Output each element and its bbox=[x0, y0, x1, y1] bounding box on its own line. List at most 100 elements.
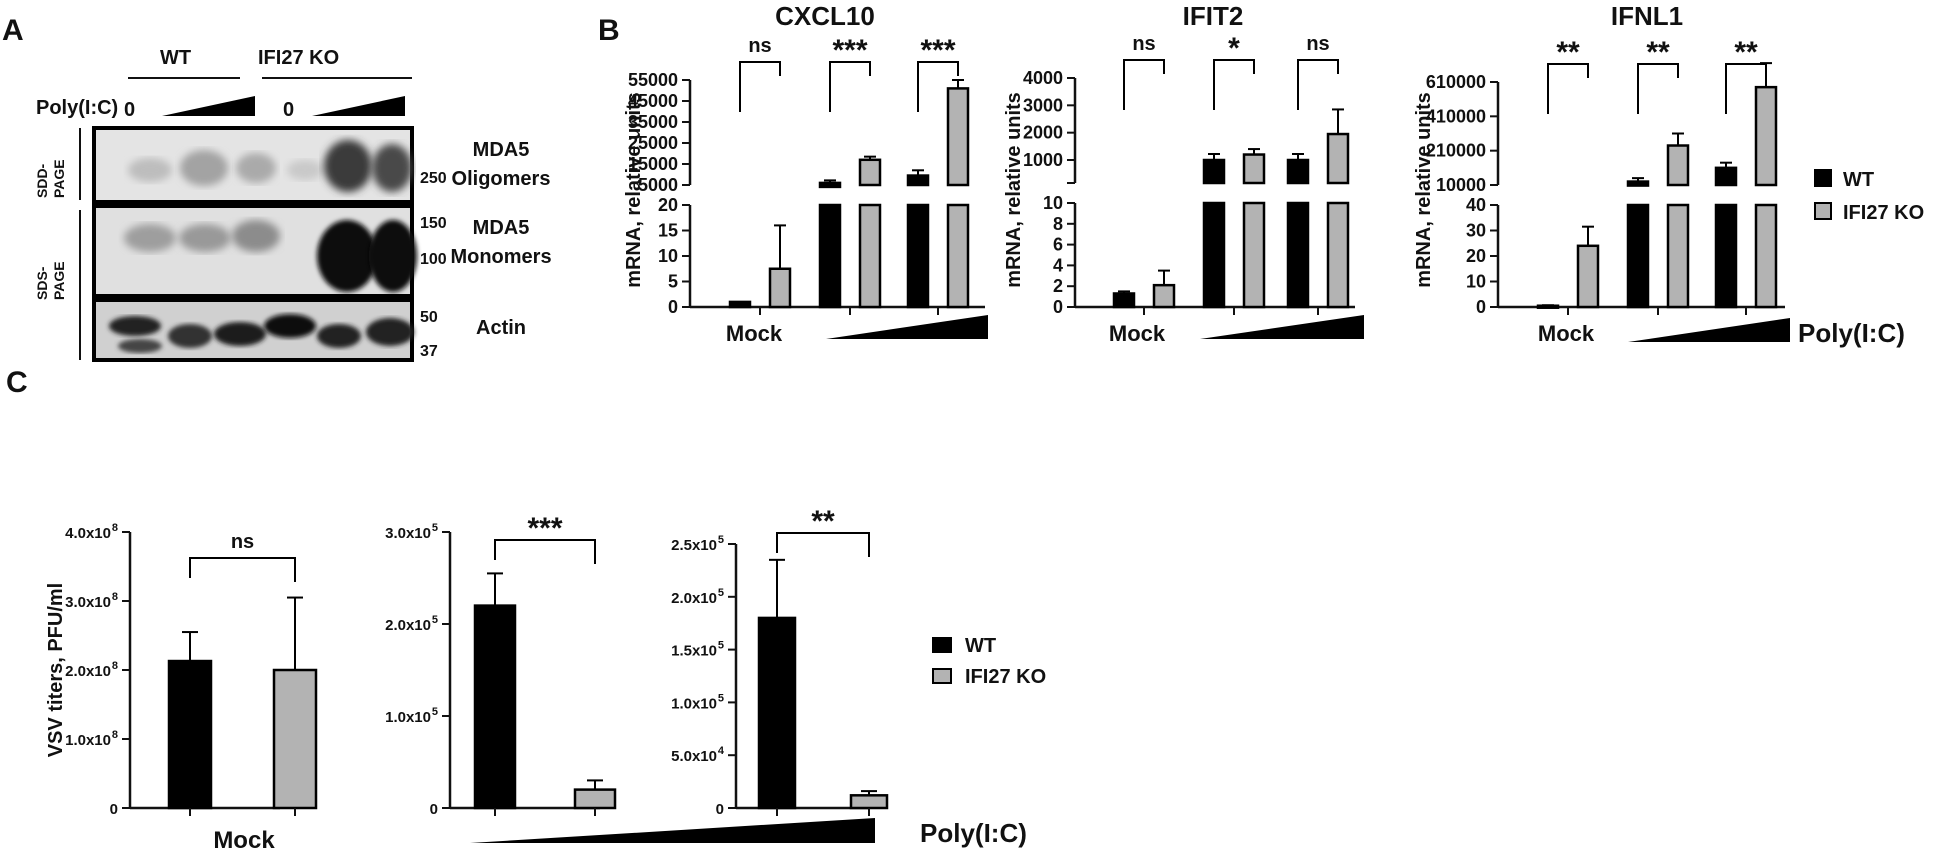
sdd-text: SDD- bbox=[34, 163, 50, 198]
ifit2-bar-0-0 bbox=[1112, 292, 1136, 309]
group-label-ko: IFI27 KO bbox=[258, 47, 339, 69]
ifnl1-ytick-up-label-1: 210000 bbox=[1426, 141, 1486, 161]
gel-label-sds: SDS- PAGE bbox=[34, 261, 67, 300]
chart-vsv-poly-low: 01.0x10 52.0x10 53.0x10 5 *** bbox=[385, 512, 617, 818]
legend-c-wt-swatch bbox=[932, 637, 952, 653]
dose-zero-ko: 0 bbox=[283, 99, 294, 121]
ifit2-bar-0-2 bbox=[1286, 158, 1310, 185]
ifit2-ytick-up-label-1: 2000 bbox=[1023, 123, 1063, 143]
cxcl10-ytick-up-label-1: 15000 bbox=[628, 154, 678, 174]
vsv_poly2-ytick-exp-5: 5 bbox=[718, 534, 724, 546]
ifit2-ytick-low-label-4: 8 bbox=[1053, 214, 1063, 234]
vsv_mock-ylabel: VSV titers, PFU/ml bbox=[45, 583, 67, 758]
vsv_poly1-ytick-exp-2: 5 bbox=[432, 614, 438, 626]
ifit2-bar-0-1-lower bbox=[1202, 201, 1226, 309]
ifnl1-ytick-up-label-3: 610000 bbox=[1426, 72, 1486, 92]
mock-label-cxcl10: Mock bbox=[726, 321, 783, 346]
cxcl10-ytick-low-label-1: 5 bbox=[668, 272, 678, 292]
cxcl10-bar-1-0 bbox=[768, 267, 792, 309]
vsv_mock-sig-bracket bbox=[189, 557, 296, 582]
ifit2-title: IFIT2 bbox=[1183, 1, 1244, 31]
cxcl10-ytick-low-label-4: 20 bbox=[658, 195, 678, 215]
ifit2-bar-1-1 bbox=[1242, 153, 1266, 185]
panel-a-blot: WT IFI27 KO Poly(I:C) 0 0 SDD- PAGE SDS-… bbox=[34, 47, 552, 362]
ifit2-sig-label-0: ns bbox=[1132, 33, 1155, 55]
band-label-oligomers-2: Oligomers bbox=[452, 168, 551, 190]
cxcl10-bar-1-1 bbox=[858, 158, 882, 187]
cxcl10-bar-0-2-lower bbox=[906, 203, 930, 309]
chart-cxcl10: CXCL10 mRNA, relative units 0 5 10 15 20500015… bbox=[623, 1, 985, 317]
mock-label-ifnl1: Mock bbox=[1538, 321, 1595, 346]
legend-c-ko-swatch bbox=[932, 668, 952, 684]
vsv_mock-bar-0 bbox=[167, 659, 213, 810]
poly-wedge-cxcl10 bbox=[826, 315, 988, 339]
cxcl10-ytick-low-label-2: 10 bbox=[658, 246, 678, 266]
cxcl10-bar-1-1-lower bbox=[858, 203, 882, 309]
cxcl10-ytick-up-label-5: 55000 bbox=[628, 70, 678, 90]
gel-label-sdd-line1: SDD- bbox=[34, 163, 50, 198]
blot-actin bbox=[92, 298, 414, 362]
ifit2-sig-label-1: * bbox=[1228, 32, 1240, 65]
ifnl1-bar-1-1-lower bbox=[1666, 203, 1690, 309]
vsv_mock-ytick-label-1: 1.0x10 bbox=[65, 732, 111, 749]
cxcl10-bar-1-2 bbox=[946, 87, 970, 187]
ifit2-ytick-low-label-0: 0 bbox=[1053, 297, 1063, 317]
ifit2-sig-label-2: ns bbox=[1306, 33, 1329, 55]
cxcl10-sig-bracket-1 bbox=[829, 61, 871, 112]
gel-label-sds-line1: SDS- bbox=[34, 266, 50, 300]
vsv_poly2-bar-0 bbox=[757, 616, 797, 810]
cxcl10-sig-label-1: *** bbox=[832, 34, 867, 67]
vsv_poly2-ytick-label-0: 0 bbox=[716, 801, 724, 818]
panel-letter-c: C bbox=[6, 366, 28, 399]
legend-b-wt-label: WT bbox=[1843, 169, 1874, 191]
vsv_poly2-ytick-label-5: 2.5x10 bbox=[671, 537, 717, 554]
ifnl1-ytick-low-label-1: 10 bbox=[1466, 272, 1486, 292]
ifit2-ylabel: mRNA, relative units bbox=[1003, 92, 1025, 288]
gel-label-sds-line2: PAGE bbox=[51, 261, 67, 300]
cxcl10-bar-1-2-lower bbox=[946, 203, 970, 309]
vsv_poly2-ytick-label-3: 1.5x10 bbox=[671, 643, 717, 660]
ifit2-ytick-up-label-0: 1000 bbox=[1023, 150, 1063, 170]
poly-wedge-ifit2 bbox=[1200, 315, 1364, 339]
ifit2-ytick-low-label-1: 2 bbox=[1053, 276, 1063, 296]
vsv_poly2-sig-bracket bbox=[776, 532, 870, 557]
group-label-wt: WT bbox=[160, 47, 191, 69]
vsv_poly2-ytick-exp-4: 5 bbox=[718, 587, 724, 599]
ifit2-sig-bracket-2 bbox=[1297, 59, 1339, 110]
vsv_mock-ytick-exp-2: 8 bbox=[112, 660, 118, 672]
cxcl10-bar-0-2 bbox=[906, 174, 930, 187]
vsv_mock-bar-1 bbox=[272, 668, 318, 810]
ifnl1-bar-0-1 bbox=[1626, 180, 1650, 187]
vsv_poly1-ytick-label-1: 1.0x10 bbox=[385, 709, 431, 726]
cxcl10-ytick-low-label-0: 0 bbox=[668, 297, 678, 317]
legend-b-ko-label: IFI27 KO bbox=[1843, 202, 1924, 224]
marker-37: 37 bbox=[420, 343, 438, 360]
blot-monomers bbox=[92, 204, 417, 298]
vsv_mock-ytick-label-2: 2.0x10 bbox=[65, 663, 111, 680]
vsv_poly1-ytick-exp-3: 5 bbox=[432, 522, 438, 534]
marker-250: 250 bbox=[420, 170, 447, 187]
cxcl10-sig-bracket-0 bbox=[739, 61, 781, 112]
cxcl10-bar-0-1 bbox=[818, 181, 842, 189]
panel-letter-a: A bbox=[2, 14, 24, 47]
vsv_poly1-ytick-label-2: 2.0x10 bbox=[385, 617, 431, 634]
gel-label-sdd-line2: PAGE bbox=[51, 159, 67, 198]
vsv_mock-ytick-label-4: 4.0x10 bbox=[65, 525, 111, 542]
ifnl1-ytick-up-label-2: 410000 bbox=[1426, 106, 1486, 126]
marker-100: 100 bbox=[420, 251, 447, 268]
band-label-monomers-2: Monomers bbox=[450, 246, 551, 268]
ifit2-ytick-low-label-5: 10 bbox=[1043, 193, 1063, 213]
ifit2-ytick-up-label-2: 3000 bbox=[1023, 95, 1063, 115]
vsv_poly1-ytick-label-3: 3.0x10 bbox=[385, 525, 431, 542]
legend-b-wt-swatch bbox=[1814, 169, 1832, 187]
vsv_mock-ytick-exp-4: 8 bbox=[112, 522, 118, 534]
ifnl1-bar-1-0 bbox=[1576, 244, 1600, 309]
cxcl10-ytick-up-label-0: 5000 bbox=[638, 175, 678, 195]
vsv_poly2-bar-1 bbox=[849, 794, 889, 810]
cxcl10-ytick-up-label-3: 35000 bbox=[628, 112, 678, 132]
vsv_mock-ytick-exp-1: 8 bbox=[112, 729, 118, 741]
panel-letter-b: B bbox=[598, 14, 620, 47]
vsv_poly2-ytick-exp-3: 5 bbox=[718, 640, 724, 652]
ifit2-bar-1-0 bbox=[1152, 283, 1176, 309]
